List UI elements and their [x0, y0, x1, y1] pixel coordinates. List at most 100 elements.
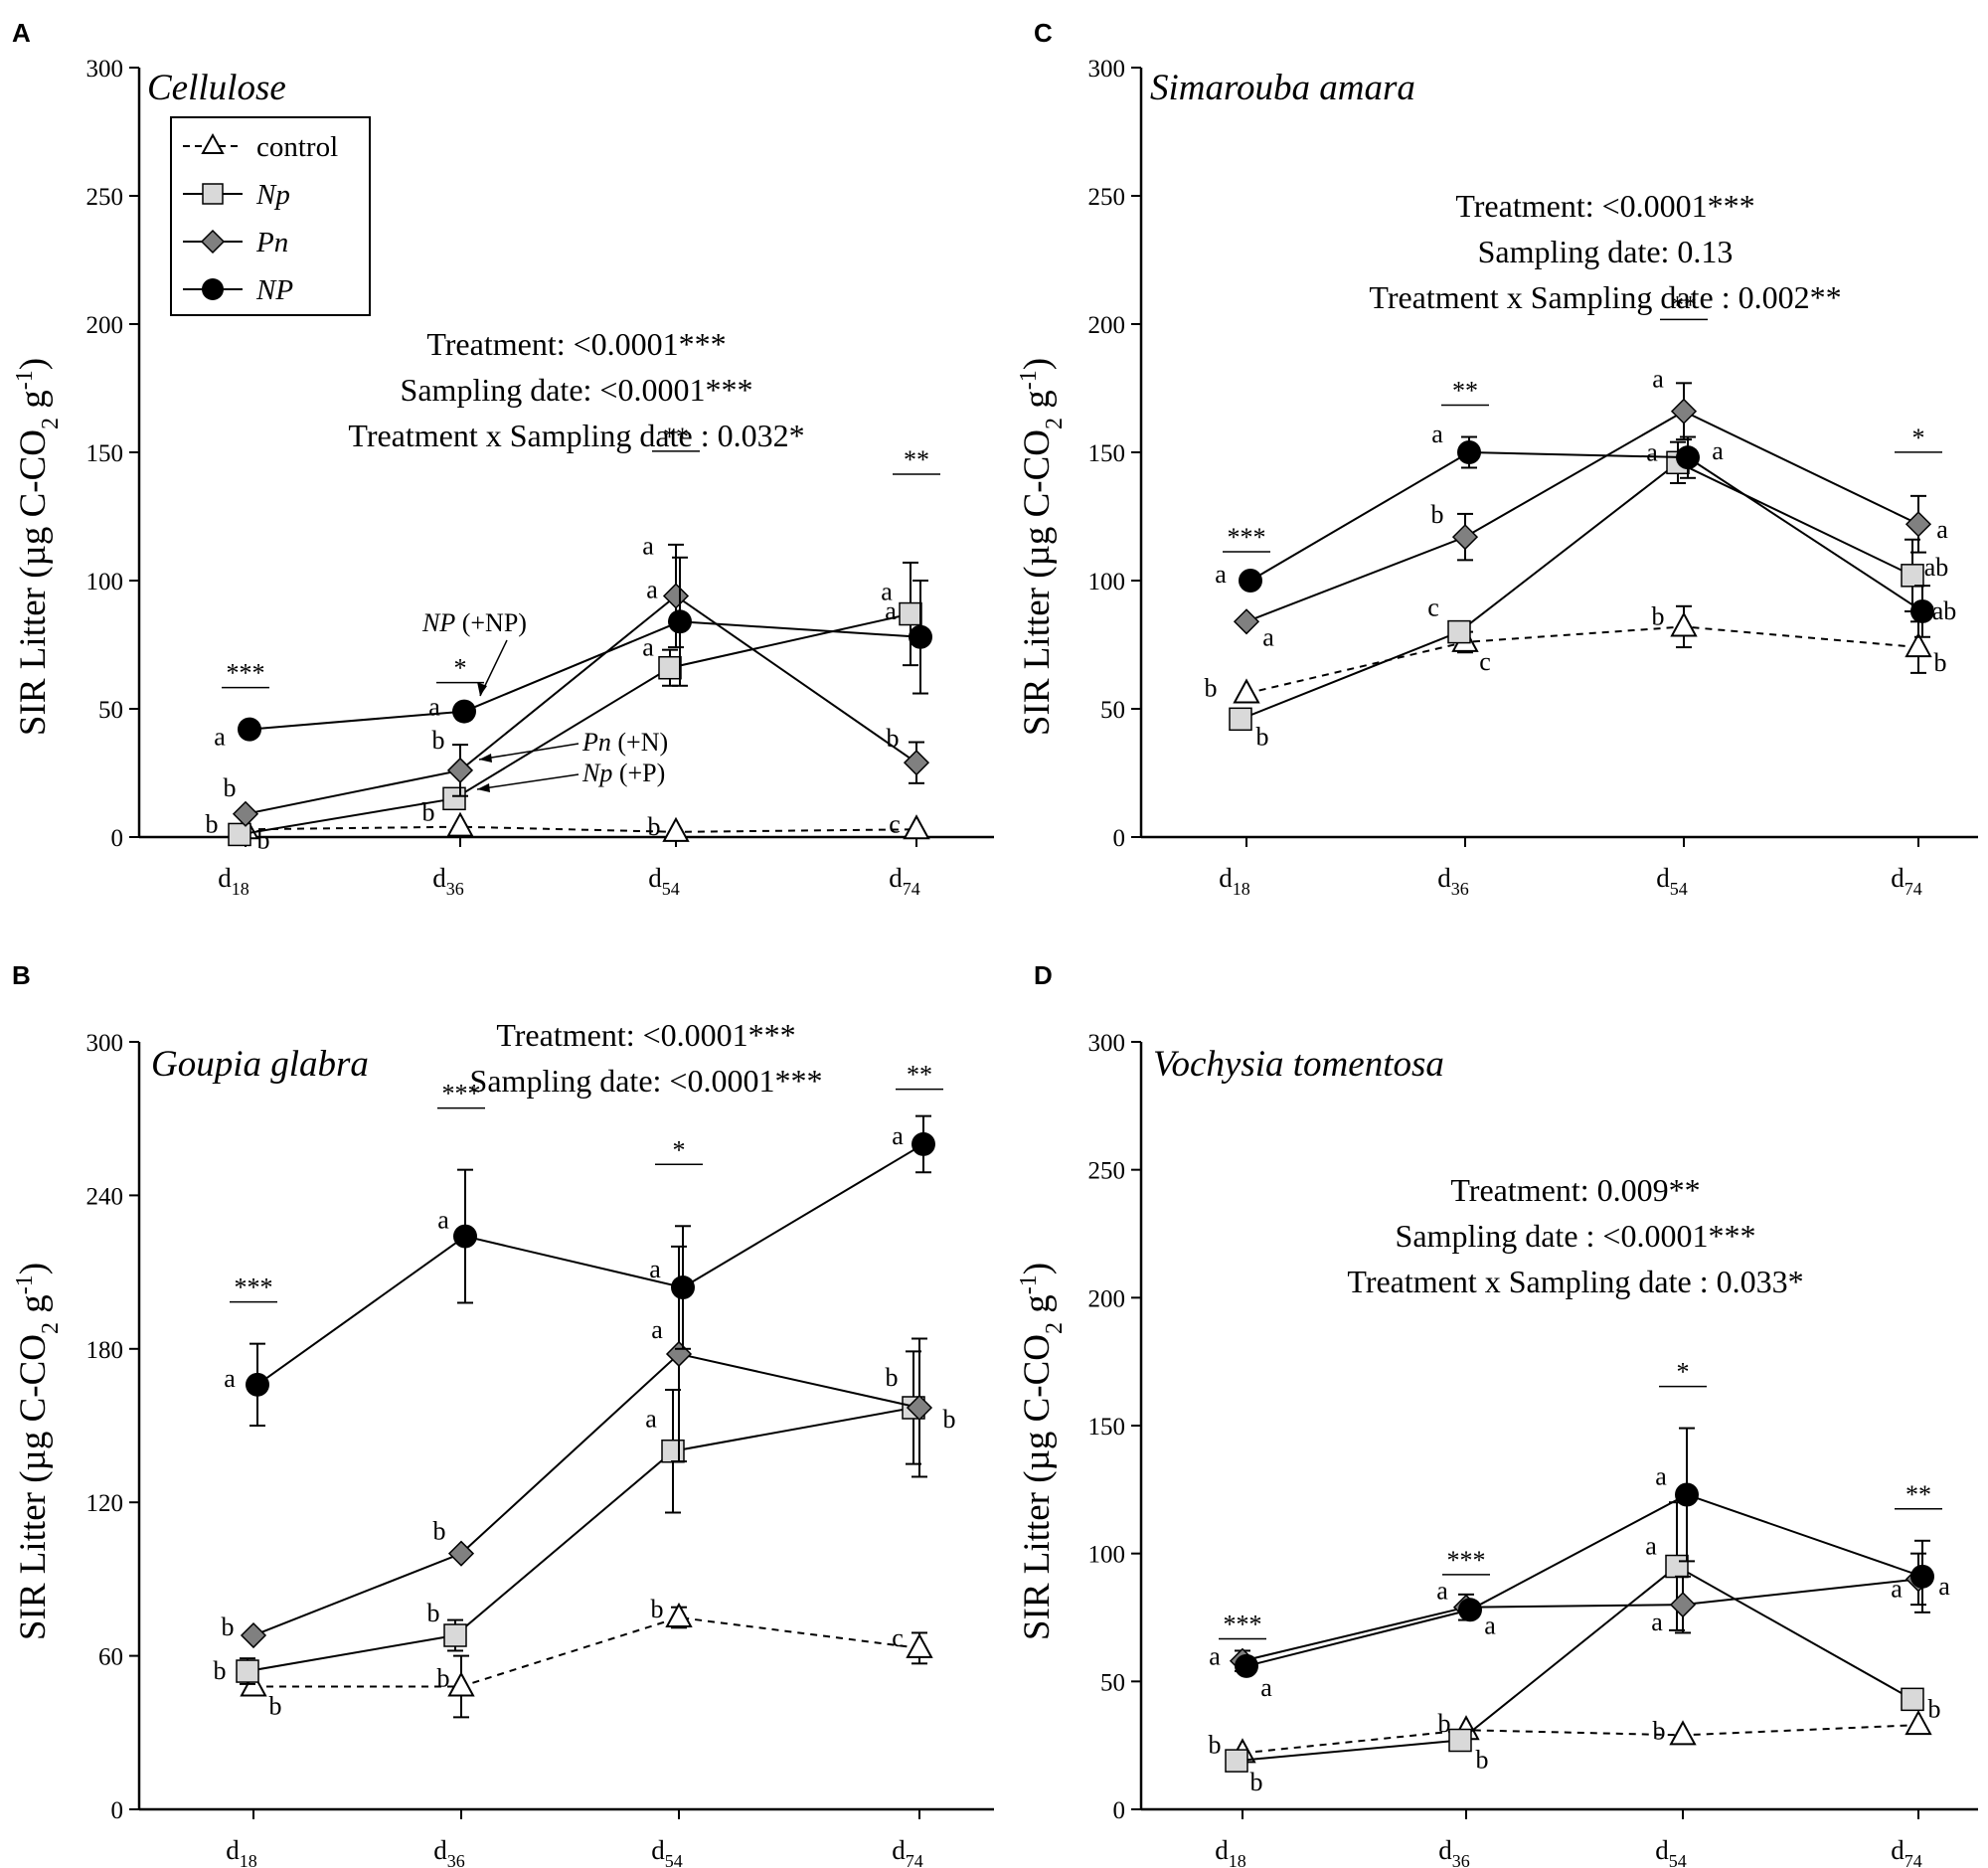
significance-marker: * — [655, 1135, 703, 1166]
panel-title: Vochysia tomentosa — [1153, 1044, 1444, 1085]
significance-marker: ** — [1441, 377, 1489, 407]
data-point-pn — [240, 1621, 267, 1649]
data-point-np-lower — [236, 1659, 259, 1683]
panel-title: Simarouba amara — [1150, 68, 1415, 108]
callout-pn: Pn (+N) — [478, 728, 668, 763]
data-point-np-upper — [452, 699, 476, 724]
group-letter: ab — [1924, 553, 1949, 582]
significance-marker: ** — [1660, 290, 1708, 321]
group-letter: b — [269, 1691, 282, 1720]
data-point-np-lower — [658, 655, 682, 680]
group-letter: a — [881, 578, 893, 606]
series-line — [245, 594, 917, 815]
y-axis-label: SIR Litter (µg C-CO2 g-1) — [1016, 1263, 1068, 1640]
data-point-np-lower — [1665, 1554, 1689, 1579]
series-control: b b b c — [240, 1595, 933, 1720]
x-tick-label: d18 — [1219, 863, 1250, 899]
y-tick-label: 200 — [86, 312, 124, 339]
legend-item-pn: Pn — [183, 227, 288, 258]
series-line — [1240, 461, 1913, 721]
group-letter: c — [1427, 594, 1439, 622]
data-point-np-lower — [1229, 707, 1252, 732]
group-letter: c — [1479, 647, 1491, 676]
data-point-control — [446, 811, 474, 837]
group-letter: b — [648, 812, 661, 841]
data-point-np-lower — [661, 1439, 685, 1463]
data-point-control — [662, 816, 690, 842]
stats-line: Treatment: 0.009** — [1450, 1172, 1700, 1208]
legend-label: Np — [255, 179, 290, 211]
y-tick-label: 250 — [1088, 184, 1126, 211]
significance-marker: ** — [893, 445, 940, 475]
group-letter: b — [1934, 648, 1947, 677]
group-letter: b — [224, 773, 237, 802]
y-tick-label: 200 — [1088, 312, 1126, 339]
significance-marker: *** — [1442, 1546, 1490, 1576]
series-control: bb b — [1209, 1709, 1932, 1764]
callout-arrow — [478, 743, 580, 761]
series-control: b c b b — [1205, 601, 1947, 704]
y-axis-title: SIR Litter (µg C-CO2 g-1) — [1016, 358, 1068, 736]
data-point-np-upper — [1910, 1564, 1934, 1589]
group-letter: a — [1938, 1572, 1950, 1601]
data-point-np-lower — [1448, 1728, 1472, 1753]
stats-line: Sampling date: 0.13 — [1478, 234, 1734, 269]
group-letter: a — [428, 693, 440, 722]
y-tick-label: 120 — [86, 1490, 124, 1517]
y-tick-label: 200 — [1088, 1285, 1126, 1312]
y-tick-label: 150 — [1088, 1414, 1126, 1441]
group-letter: b — [257, 825, 270, 854]
group-letter: b — [1250, 1768, 1263, 1796]
data-point-pn — [903, 750, 930, 776]
data-point-control — [1905, 631, 1932, 658]
group-letter: a — [892, 1121, 904, 1150]
significance-label: *** — [1447, 1546, 1486, 1575]
panel-letter: D — [1034, 960, 1053, 990]
group-letter: b — [886, 1363, 899, 1392]
y-axis-label: SIR Litter (µg C-CO2 g-1) — [12, 1263, 64, 1640]
data-point-np-lower — [899, 601, 922, 626]
x-tick-label: d74 — [1891, 863, 1922, 899]
y-tick-label: 300 — [1088, 1030, 1126, 1057]
group-letter: b — [651, 1595, 664, 1623]
group-letter: a — [645, 1405, 657, 1434]
significance-marker: ** — [1895, 1480, 1942, 1510]
x-tick-label: d54 — [648, 863, 680, 899]
stats-line: Sampling date: <0.0001*** — [470, 1063, 823, 1099]
y-tick-label: 240 — [86, 1183, 124, 1210]
diamond-marker-icon — [200, 229, 226, 255]
data-point-np-lower — [1901, 1687, 1924, 1712]
panel-c: C Simarouba amara SIR Litter (µg C-CO2 g… — [1016, 18, 1978, 899]
group-letter: b — [1256, 722, 1269, 751]
x-tick-label: d18 — [1215, 1835, 1246, 1868]
data-point-np-upper — [1239, 569, 1262, 593]
callout-label: Pn (+N) — [581, 728, 668, 757]
y-tick-label: 100 — [1088, 1542, 1126, 1569]
legend-label: NP — [255, 274, 293, 306]
series-line — [1245, 1493, 1923, 1667]
data-point-pn — [232, 800, 259, 827]
series-pn: b b a b — [222, 1245, 956, 1649]
x-tick-label: d54 — [651, 1835, 683, 1868]
callout-np: NP (+NP) — [421, 608, 527, 697]
group-letter: a — [1436, 1577, 1448, 1606]
significance-label: *** — [227, 659, 265, 688]
panel-title: Cellulose — [147, 68, 286, 108]
y-tick-label: 100 — [1088, 569, 1126, 595]
data-point-np-upper — [246, 1372, 269, 1397]
series-line — [1236, 1565, 1913, 1763]
x-tick-label: d74 — [889, 863, 920, 899]
series-line — [247, 1407, 914, 1673]
series-line — [1245, 410, 1919, 623]
group-letter: b — [1652, 601, 1665, 630]
y-tick-label: 150 — [86, 440, 124, 467]
group-letter: c — [892, 1623, 904, 1652]
series-pn: a a a a — [1209, 1552, 1932, 1674]
group-letter: b — [433, 1517, 446, 1546]
data-point-np-lower — [1225, 1749, 1248, 1773]
y-axis-label: SIR Litter (µg C-CO2 g-1) — [12, 358, 64, 736]
arrowhead-icon — [477, 783, 490, 792]
stats-line: Sampling date: <0.0001*** — [401, 372, 753, 408]
